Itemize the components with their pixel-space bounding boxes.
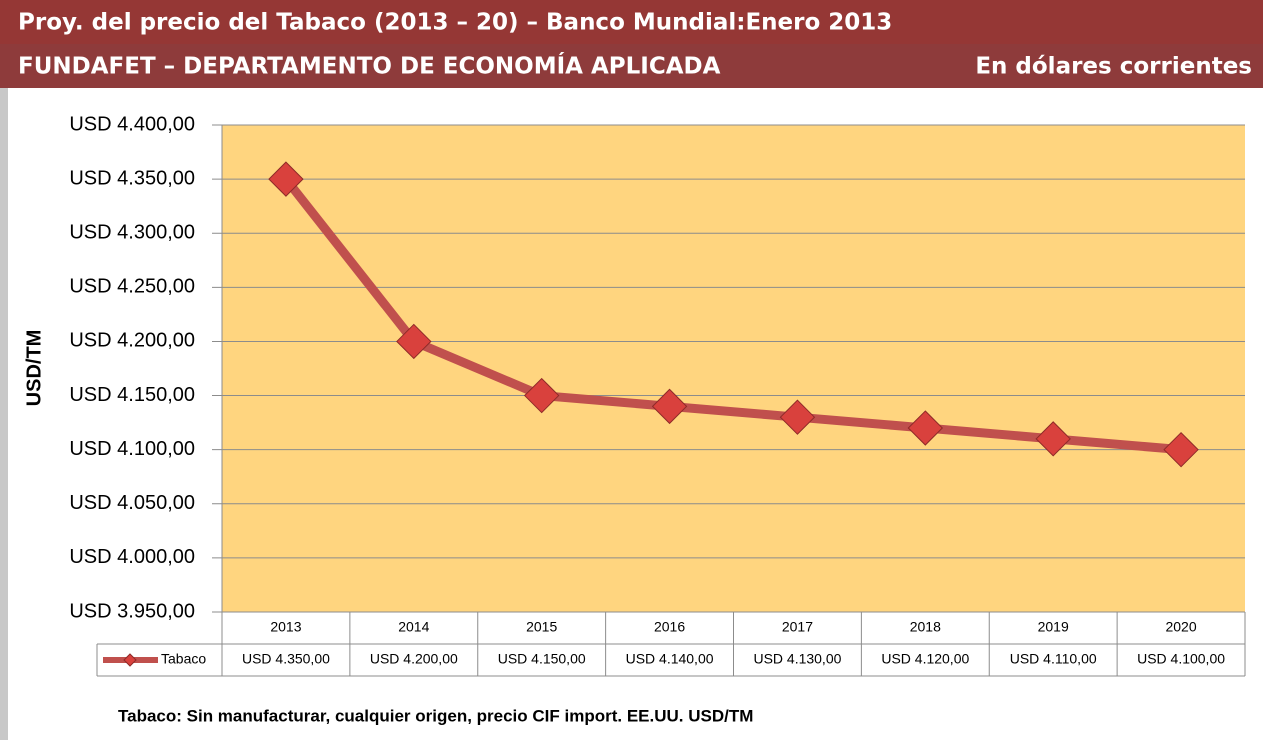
x-tick-label: 2019: [1038, 619, 1069, 635]
subtitle-bar: [0, 44, 1263, 88]
legend-label: Tabaco: [161, 651, 206, 667]
point-marker: [523, 377, 560, 414]
value-label: USD 4.100,00: [1137, 651, 1225, 667]
y-tick-label: USD 4.350,00: [69, 167, 195, 189]
value-label: USD 4.120,00: [881, 651, 969, 667]
series-line: [282, 176, 1182, 455]
x-tick-label: 2020: [1165, 619, 1196, 635]
point-marker: [1035, 421, 1071, 457]
value-label: USD 4.350,00: [242, 651, 330, 667]
point-marker: [268, 161, 304, 197]
x-tick-label: 2018: [910, 619, 941, 635]
y-tick-label: USD 3.950,00: [69, 600, 195, 622]
x-tick-label: 2013: [270, 619, 301, 635]
unit-note: En dólares corrientes: [975, 54, 1252, 80]
value-label: USD 4.140,00: [626, 651, 714, 667]
y-tick-label: USD 4.200,00: [69, 330, 195, 352]
legend-marker: [123, 653, 137, 667]
value-label: USD 4.150,00: [498, 651, 586, 667]
value-label: USD 4.110,00: [1010, 651, 1097, 667]
plot-area: [222, 125, 1245, 612]
x-tick-label: 2015: [526, 619, 557, 635]
chart-subtitle: FUNDAFET – DEPARTAMENTO DE ECONOMÍA APLI…: [18, 52, 721, 80]
y-axis-title: USD/TM: [23, 330, 45, 407]
side-strip: [0, 88, 8, 740]
y-tick-label: USD 4.100,00: [69, 438, 195, 460]
point-marker: [651, 388, 688, 425]
y-tick-label: USD 4.300,00: [69, 222, 195, 244]
y-tick-label: USD 4.400,00: [69, 113, 195, 135]
title-bar: [0, 0, 1263, 44]
point-marker: [779, 399, 816, 435]
x-tick-label: 2017: [782, 619, 813, 635]
value-label: USD 4.200,00: [370, 651, 458, 667]
point-marker: [1163, 431, 1199, 468]
x-tick-label: 2016: [654, 619, 685, 635]
value-label: USD 4.130,00: [753, 651, 841, 667]
x-tick-label: 2014: [398, 619, 429, 635]
y-tick-label: USD 4.250,00: [69, 276, 195, 298]
point-marker: [907, 410, 944, 446]
chart-title: Proy. del precio del Tabaco (2013 – 20) …: [18, 10, 892, 36]
point-marker: [396, 323, 432, 360]
y-tick-label: USD 4.150,00: [69, 384, 195, 406]
y-tick-label: USD 4.000,00: [69, 546, 195, 568]
y-tick-label: USD 4.050,00: [69, 492, 195, 514]
footnote: Tabaco: Sin manufacturar, cualquier orig…: [118, 706, 753, 725]
